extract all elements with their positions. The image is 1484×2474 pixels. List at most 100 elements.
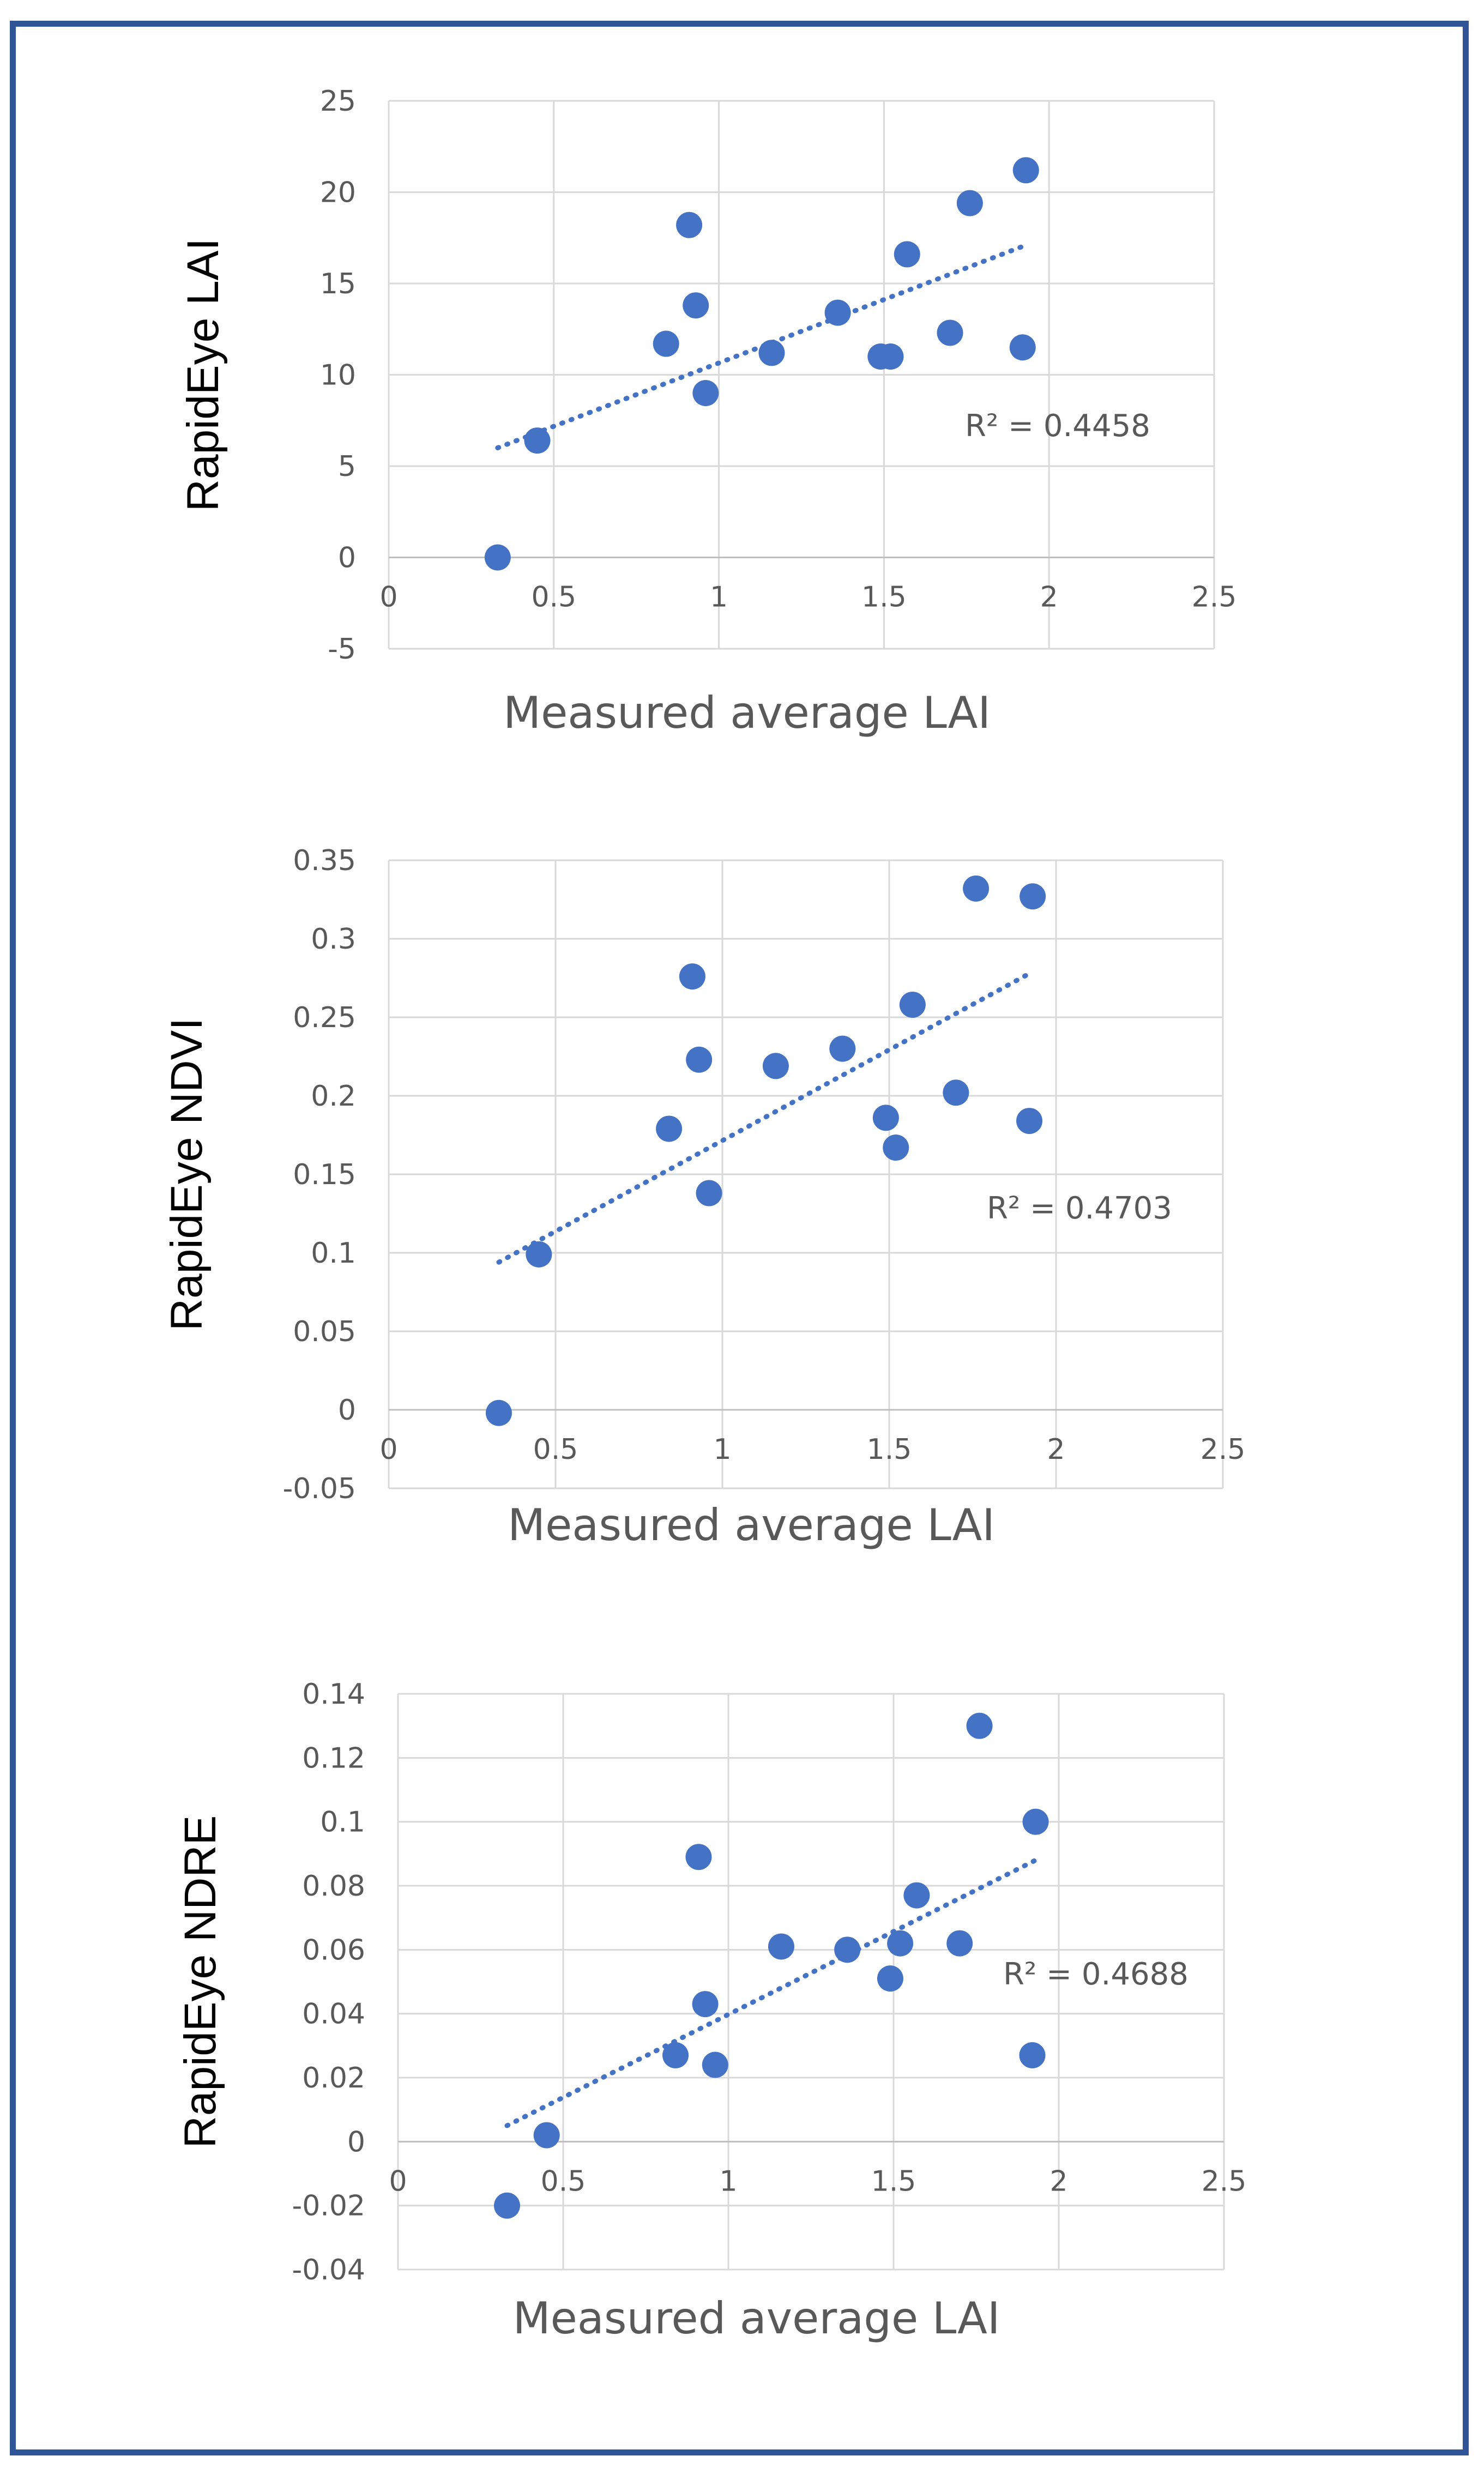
y-tick-label: 0.02 xyxy=(302,2062,365,2095)
data-point xyxy=(533,2122,560,2149)
data-point xyxy=(943,1079,969,1106)
y-tick-label: 0 xyxy=(338,1394,356,1427)
data-point xyxy=(758,340,785,366)
x-tick-label: 0 xyxy=(379,1433,397,1466)
y-tick-label: -0.02 xyxy=(292,2190,365,2223)
y-tick-label: 0 xyxy=(338,542,356,575)
x-tick-label: 1.5 xyxy=(871,2165,916,2198)
data-point xyxy=(526,1241,552,1268)
data-point xyxy=(485,1399,512,1426)
data-point xyxy=(894,241,920,268)
data-point xyxy=(686,1046,713,1073)
y-tick-label: 0.05 xyxy=(293,1316,356,1348)
data-point xyxy=(877,343,904,370)
data-point xyxy=(762,1053,789,1079)
data-point xyxy=(484,544,511,571)
y-tick-label: 5 xyxy=(338,450,356,483)
x-axis-label: Measured average LAI xyxy=(508,1500,995,1550)
x-tick-label: 1 xyxy=(713,1433,731,1466)
trendline xyxy=(496,969,1035,1265)
y-tick-label: 20 xyxy=(320,177,356,209)
data-point xyxy=(946,1930,973,1957)
r-squared-annotation: R² = 0.4703 xyxy=(987,1191,1172,1226)
x-tick-label: 1.5 xyxy=(861,581,907,614)
data-point xyxy=(679,963,705,990)
data-point xyxy=(1022,1808,1049,1835)
y-tick-label: 0.3 xyxy=(311,923,356,956)
data-point xyxy=(903,1882,930,1909)
data-point xyxy=(493,2192,520,2219)
x-tick-label: 1 xyxy=(710,581,728,614)
y-tick-label: 0.2 xyxy=(311,1080,356,1113)
data-point xyxy=(963,875,990,902)
data-point xyxy=(872,1105,899,1131)
x-tick-label: 2 xyxy=(1040,581,1058,614)
data-point xyxy=(937,319,963,346)
data-point xyxy=(1020,883,1046,910)
y-tick-label: 0.14 xyxy=(302,1678,365,1711)
data-point xyxy=(676,212,703,238)
data-point xyxy=(696,1180,722,1206)
x-tick-label: 0.5 xyxy=(533,1433,578,1466)
x-tick-label: 2.5 xyxy=(1192,581,1237,614)
y-tick-label: 25 xyxy=(320,85,356,118)
y-tick-label: 0.1 xyxy=(311,1237,356,1270)
data-point xyxy=(966,1712,993,1739)
chart-1: -5 0 5 10 15 20 25 0 0.5 1 1.5 2 2.5 R² = 0.4458 Rapid… xyxy=(178,85,1236,738)
trendline xyxy=(504,1857,1039,2128)
data-point xyxy=(887,1930,914,1957)
y-tick-label: 0.06 xyxy=(302,1934,365,1966)
figure-frame xyxy=(10,21,1469,2455)
y-tick-label: 0.35 xyxy=(293,844,356,877)
y-tick-label: 0.25 xyxy=(293,1001,356,1034)
data-point xyxy=(883,1135,909,1161)
y-axis-label: RapidEye NDVI xyxy=(162,1018,212,1331)
y-axis-label: RapidEye NDRE xyxy=(176,1815,225,2149)
r-squared-annotation: R² = 0.4458 xyxy=(965,408,1150,444)
y-axis-label: RapidEye LAI xyxy=(178,238,228,511)
data-point xyxy=(702,2051,728,2078)
x-tick-label: 2 xyxy=(1049,2165,1067,2198)
x-tick-label: 2 xyxy=(1047,1433,1065,1466)
data-point xyxy=(692,380,719,406)
chart-2: -0.05 0 0.05 0.1 0.15 0.2 0.25 0.3 0.35 0 0.5 1 1.5 2… xyxy=(162,844,1245,1550)
data-point xyxy=(683,292,709,319)
x-tick-label: 2.5 xyxy=(1202,2165,1247,2198)
data-point xyxy=(692,1991,719,2018)
x-axis-label: Measured average LAI xyxy=(513,2293,1000,2344)
x-tick-label: 0.5 xyxy=(541,2165,586,2198)
y-tick-label: 0.04 xyxy=(302,1998,365,2031)
data-point xyxy=(877,1965,903,1992)
data-point xyxy=(834,1936,861,1963)
data-point xyxy=(956,190,983,216)
y-tick-label: 10 xyxy=(320,359,356,392)
r-squared-annotation: R² = 0.4688 xyxy=(1003,1957,1189,1992)
y-tick-label: -0.04 xyxy=(292,2254,365,2286)
y-tick-label: -0.05 xyxy=(282,1473,356,1505)
x-tick-label: 2.5 xyxy=(1201,1433,1246,1466)
x-tick-label: 1 xyxy=(719,2165,737,2198)
x-tick-label: 0 xyxy=(389,2165,407,2198)
y-tick-label: 0.12 xyxy=(302,1742,365,1775)
y-tick-label: 0 xyxy=(347,2126,365,2158)
y-tick-label: -5 xyxy=(328,633,356,666)
data-point xyxy=(524,427,551,454)
data-point xyxy=(768,1933,794,1960)
data-point xyxy=(1009,334,1036,361)
data-point xyxy=(899,991,926,1018)
data-point xyxy=(829,1035,856,1062)
data-point xyxy=(1016,1108,1043,1135)
y-tick-label: 15 xyxy=(320,268,356,300)
data-point xyxy=(824,299,851,326)
y-tick-label: 0.15 xyxy=(293,1158,356,1191)
y-tick-label: 0.08 xyxy=(302,1870,365,1903)
data-point xyxy=(1019,2042,1046,2068)
chart-3: -0.04 -0.02 0 0.02 0.04 0.06 0.08 0.1 0.12 0.14 0 0… xyxy=(176,1678,1246,2344)
data-point xyxy=(1012,157,1039,184)
x-axis-label: Measured average LAI xyxy=(503,687,991,738)
data-point xyxy=(653,330,679,357)
y-tick-label: 0.1 xyxy=(320,1806,365,1839)
x-tick-label: 0.5 xyxy=(531,581,576,614)
x-tick-label: 0 xyxy=(379,581,397,614)
